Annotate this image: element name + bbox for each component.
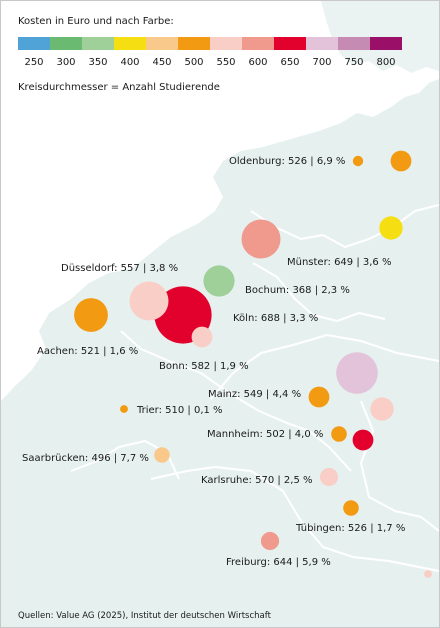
source-note: Quellen: Value AG (2025), Institut der d…	[18, 611, 272, 621]
city-label-saarbrücken: Saarbrücken: 496 | 7,7 %	[22, 453, 149, 464]
bubble-mannheim	[331, 426, 347, 442]
color-legend: Kosten in Euro und nach Farbe: 250 300 350…	[18, 16, 402, 93]
legend-swatch	[146, 37, 178, 50]
border-line	[250, 204, 439, 248]
legend-tick-label: 750	[344, 57, 363, 68]
legend-tick-label: 300	[56, 57, 75, 68]
bubble-unlabeled	[424, 570, 432, 578]
bubble-aachen	[74, 298, 108, 332]
legend-tick-label: 500	[184, 57, 203, 68]
bubble-oldenburg	[352, 155, 364, 167]
city-labels: Oldenburg: 526 | 6,9 % Münster: 649 | 3,6…	[22, 156, 405, 568]
legend-swatches	[18, 37, 402, 50]
legend-swatch	[82, 37, 114, 50]
legend-tick-label: 250	[24, 57, 43, 68]
city-label-köln: Köln: 688 | 3,3 %	[233, 313, 318, 324]
city-label-karlsruhe: Karlsruhe: 570 | 2,5 %	[201, 475, 313, 486]
bubble-freiburg	[260, 531, 280, 551]
legend-swatch	[338, 37, 370, 50]
legend-tick-label: 400	[120, 57, 139, 68]
bubble-mainz	[308, 386, 330, 408]
city-label-mannheim: Mannheim: 502 | 4,0 %	[207, 429, 323, 440]
legend-tick-label: 800	[376, 57, 395, 68]
city-label-münster: Münster: 649 | 3,6 %	[287, 257, 391, 268]
bubble-unlabeled	[379, 216, 403, 240]
city-label-oldenburg: Oldenburg: 526 | 6,9 %	[229, 156, 345, 167]
legend-swatch	[210, 37, 242, 50]
city-label-düsseldorf: Düsseldorf: 557 | 3,8 %	[61, 263, 178, 274]
bubble-bonn	[191, 326, 213, 348]
bubble-münster	[241, 219, 281, 259]
bubble-unlabeled	[352, 429, 374, 451]
border-line	[210, 334, 439, 400]
bubble-tübingen	[343, 500, 359, 516]
legend-swatch	[114, 37, 146, 50]
legend-tick-label: 600	[248, 57, 267, 68]
bubble-saarbrücken	[154, 447, 170, 463]
city-label-aachen: Aachen: 521 | 1,6 %	[37, 346, 138, 357]
border-line	[120, 330, 352, 472]
legend-swatch	[306, 37, 338, 50]
border-line	[252, 262, 386, 322]
bubble-düsseldorf	[129, 281, 169, 321]
legend-tick-label: 450	[152, 57, 171, 68]
size-legend-note: Kreisdurchmesser = Anzahl Studierende	[18, 82, 220, 93]
city-label-freiburg: Freiburg: 644 | 5,9 %	[226, 557, 331, 568]
border-line	[150, 466, 439, 572]
city-bubbles	[74, 155, 364, 551]
city-label-mainz: Mainz: 549 | 4,4 %	[208, 389, 301, 400]
border-line	[360, 400, 439, 532]
legend-swatch	[370, 37, 402, 50]
city-label-tübingen: Tübingen: 526 | 1,7 %	[295, 523, 405, 534]
legend-tick-label: 700	[312, 57, 331, 68]
legend-swatch	[18, 37, 50, 50]
legend-ticks: 250 300 350 400 450 500 550 600 650 700 750 800	[24, 57, 395, 68]
bubble-bochum	[203, 265, 235, 297]
legend-swatch	[242, 37, 274, 50]
legend-swatch	[178, 37, 210, 50]
legend-swatch	[50, 37, 82, 50]
bubble-unlabeled	[336, 352, 378, 394]
legend-swatch	[274, 37, 306, 50]
bubble-unlabeled	[370, 397, 394, 421]
legend-tick-label: 650	[280, 57, 299, 68]
legend-title: Kosten in Euro und nach Farbe:	[18, 16, 174, 27]
bubble-unlabeled	[390, 150, 412, 172]
bubble-karlsruhe	[319, 467, 339, 487]
city-label-trier: Trier: 510 | 0,1 %	[136, 405, 223, 416]
legend-tick-label: 550	[216, 57, 235, 68]
city-label-bonn: Bonn: 582 | 1,9 %	[159, 361, 249, 372]
unlabeled-bubbles	[336, 150, 432, 578]
city-label-bochum: Bochum: 368 | 2,3 %	[245, 285, 350, 296]
legend-tick-label: 350	[88, 57, 107, 68]
bubble-trier	[120, 405, 128, 413]
